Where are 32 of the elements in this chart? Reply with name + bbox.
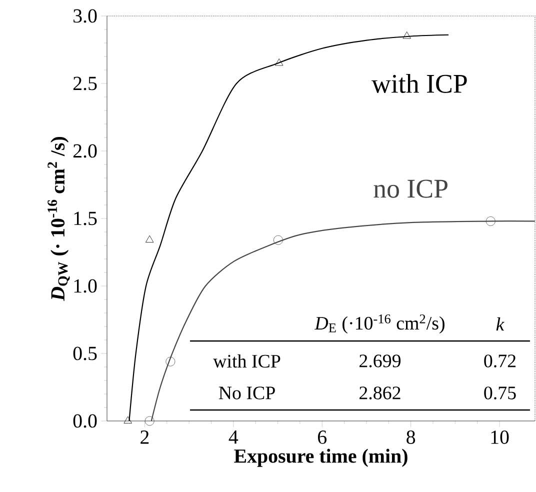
y-tick-label: 0.5 — [73, 346, 97, 360]
point — [402, 32, 411, 39]
point — [144, 416, 154, 426]
point — [166, 356, 176, 366]
y-tick-label: 2.0 — [73, 144, 97, 158]
x-tick-label: 2 — [140, 430, 149, 444]
annotation: 0.75 — [484, 386, 516, 400]
x-axis-title: Exposure time (min) — [234, 448, 408, 467]
annotation: D$_{E}$ (·10$^{-16}$ cm$^{2}$/s) — [314, 314, 444, 334]
annotation: k — [496, 317, 504, 331]
x-tick-label: 10 — [491, 430, 509, 444]
point — [145, 235, 154, 243]
series-label: with ICP — [372, 74, 467, 93]
annotation: with ICP — [213, 354, 280, 368]
y-tick-label: 2.5 — [73, 76, 97, 90]
annotation: No ICP — [218, 386, 275, 400]
x-tick-label: 4 — [228, 430, 238, 444]
series-label: no ICP — [374, 180, 448, 198]
y-tick-label: 3.0 — [74, 9, 97, 23]
annotation: 2.862 — [360, 386, 400, 400]
point — [275, 58, 284, 66]
y-axis-title: D$_{QW}$ (· 10$^{-16}$ cm$^{2}$ /s) — [48, 136, 70, 301]
y-tick-label: 1.0 — [74, 279, 97, 293]
annotation: 0.72 — [484, 354, 516, 368]
point — [486, 216, 496, 226]
x-tick-label: 6 — [318, 430, 327, 444]
annotation: 2.699 — [360, 354, 401, 368]
y-tick-label: 1.5 — [74, 212, 97, 226]
point — [274, 235, 283, 245]
x-tick-label: 8 — [406, 430, 416, 444]
point — [124, 416, 132, 424]
y-tick-label: 0.0 — [73, 414, 97, 428]
